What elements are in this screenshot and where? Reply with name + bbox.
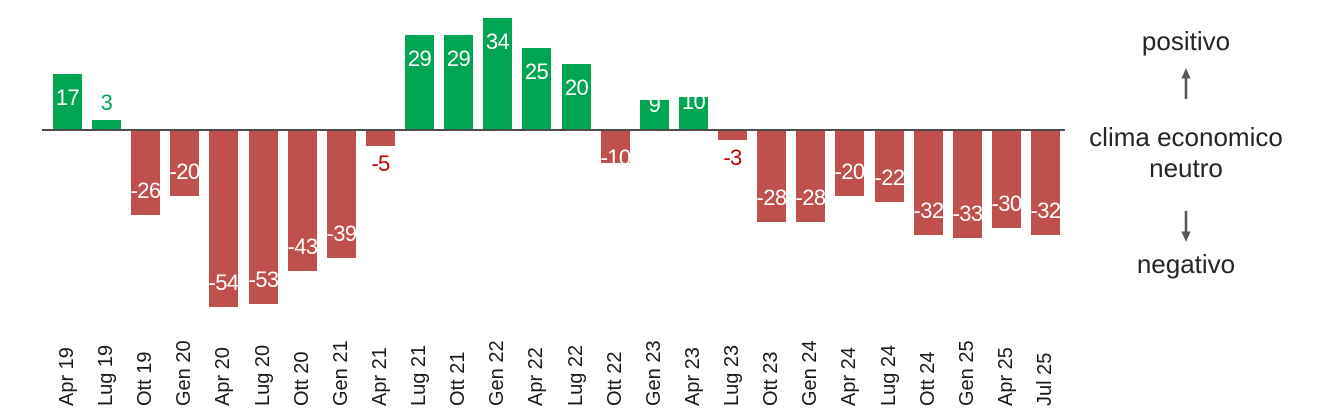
bar-value-label: -28 bbox=[795, 185, 827, 210]
bar-lug-24: -22 bbox=[875, 130, 905, 202]
x-axis-label: Gen 21 bbox=[330, 340, 352, 406]
bar-jul-25: -32 bbox=[1031, 130, 1061, 235]
bar-apr-22: 25 bbox=[522, 48, 551, 130]
bar-value-label: 9 bbox=[648, 92, 661, 117]
bar-gen-23: 9 bbox=[640, 100, 669, 130]
x-axis-label: Gen 23 bbox=[643, 340, 665, 406]
legend-negative-label: negativo bbox=[1136, 249, 1236, 279]
bar-value-label: -22 bbox=[874, 165, 906, 190]
x-axis-label: Gen 22 bbox=[486, 340, 508, 406]
bar-gen-21: -39 bbox=[327, 130, 357, 258]
bar-value-label: -5 bbox=[371, 151, 390, 176]
scale-legend: positivo clima economico neutro negativo bbox=[1066, 0, 1306, 300]
bar-apr-23: 10 bbox=[679, 97, 708, 130]
bar-value-label: 25 bbox=[524, 59, 549, 84]
x-axis-label: Apr 20 bbox=[212, 347, 234, 406]
bar-value-label: -10 bbox=[600, 145, 632, 170]
legend-positive-label: positivo bbox=[1141, 26, 1231, 56]
x-axis-label: Ott 23 bbox=[760, 351, 782, 406]
bar-lug-23 bbox=[718, 130, 747, 140]
bar-value-label: -43 bbox=[287, 234, 319, 259]
x-axis-label: Apr 21 bbox=[369, 347, 391, 406]
bar-gen-24: -28 bbox=[796, 130, 826, 222]
x-axis-label: Apr 25 bbox=[995, 347, 1017, 406]
bar-value-label: -33 bbox=[952, 201, 984, 226]
bar-ott-19: -26 bbox=[131, 130, 161, 215]
x-axis-label: Apr 19 bbox=[56, 347, 78, 406]
bar-apr-24: -20 bbox=[835, 130, 865, 196]
x-axis-label: Lug 23 bbox=[721, 344, 743, 406]
bar-value-label: -20 bbox=[834, 159, 866, 184]
arrow-down-icon bbox=[1066, 210, 1306, 247]
bar-value-label: -30 bbox=[991, 191, 1023, 216]
bar-ott-20: -43 bbox=[288, 130, 318, 271]
x-axis-label: Lug 20 bbox=[252, 344, 274, 406]
bar-value-label: -20 bbox=[169, 159, 201, 184]
bar-value-label: 29 bbox=[446, 46, 471, 71]
legend-neutral-label: clima economico neutro bbox=[1066, 122, 1306, 184]
bar-ott-23: -28 bbox=[757, 130, 787, 222]
bar-value-label: -39 bbox=[326, 221, 358, 246]
bar-value-label: -54 bbox=[208, 270, 240, 295]
legend-neutral-line2: neutro bbox=[1149, 153, 1223, 183]
bar-lug-20: -53 bbox=[249, 130, 279, 304]
x-axis-label: Gen 25 bbox=[956, 340, 978, 406]
bar-ott-21: 29 bbox=[444, 35, 473, 130]
bar-ott-22: -10 bbox=[601, 130, 631, 163]
bar-lug-19 bbox=[92, 120, 121, 130]
x-axis-label: Jul 25 bbox=[1034, 352, 1056, 406]
x-axis-label: Apr 24 bbox=[838, 347, 860, 406]
x-axis-label: Lug 19 bbox=[95, 344, 117, 406]
x-axis-label: Ott 19 bbox=[134, 351, 156, 406]
bar-gen-25: -33 bbox=[953, 130, 983, 238]
x-axis-label: Ott 21 bbox=[447, 351, 469, 406]
bar-apr-20: -54 bbox=[209, 130, 239, 307]
bar-value-label: 29 bbox=[407, 46, 432, 71]
x-axis-baseline bbox=[42, 129, 1065, 131]
bar-apr-21 bbox=[366, 130, 395, 146]
x-axis-label: Lug 21 bbox=[408, 344, 430, 406]
x-axis-label: Ott 20 bbox=[291, 351, 313, 406]
arrow-up-icon bbox=[1066, 68, 1306, 105]
bar-ott-24: -32 bbox=[914, 130, 944, 235]
bar-value-label: -53 bbox=[248, 267, 280, 292]
bar-apr-25: -30 bbox=[992, 130, 1022, 228]
bar-gen-22: 34 bbox=[483, 18, 512, 130]
x-axis-label: Ott 24 bbox=[917, 351, 939, 406]
bar-lug-22: 20 bbox=[562, 64, 591, 130]
bar-value-label: -32 bbox=[1030, 198, 1062, 223]
bar-value-label: -26 bbox=[130, 178, 162, 203]
bar-value-label: 10 bbox=[681, 89, 706, 114]
bar-value-label: -28 bbox=[756, 185, 788, 210]
bar-gen-20: -20 bbox=[170, 130, 200, 196]
bar-lug-21: 29 bbox=[405, 35, 434, 130]
bar-value-label: -3 bbox=[723, 145, 742, 170]
x-axis-label: Ott 22 bbox=[604, 351, 626, 406]
x-axis-label: Lug 22 bbox=[565, 344, 587, 406]
x-axis-label: Apr 23 bbox=[682, 347, 704, 406]
bar-value-label: 17 bbox=[55, 85, 80, 110]
bar-apr-19: 17 bbox=[53, 74, 82, 130]
x-axis-label: Apr 22 bbox=[525, 347, 547, 406]
legend-neutral-line1: clima economico bbox=[1089, 122, 1283, 152]
x-axis-label: Gen 20 bbox=[173, 340, 195, 406]
x-axis-label: Lug 24 bbox=[878, 344, 900, 406]
bar-value-label: 3 bbox=[100, 90, 113, 115]
bar-value-label: 20 bbox=[564, 75, 589, 100]
bar-value-label: -32 bbox=[913, 198, 945, 223]
bar-value-label: 34 bbox=[485, 29, 510, 54]
x-axis-label: Gen 24 bbox=[799, 340, 821, 406]
